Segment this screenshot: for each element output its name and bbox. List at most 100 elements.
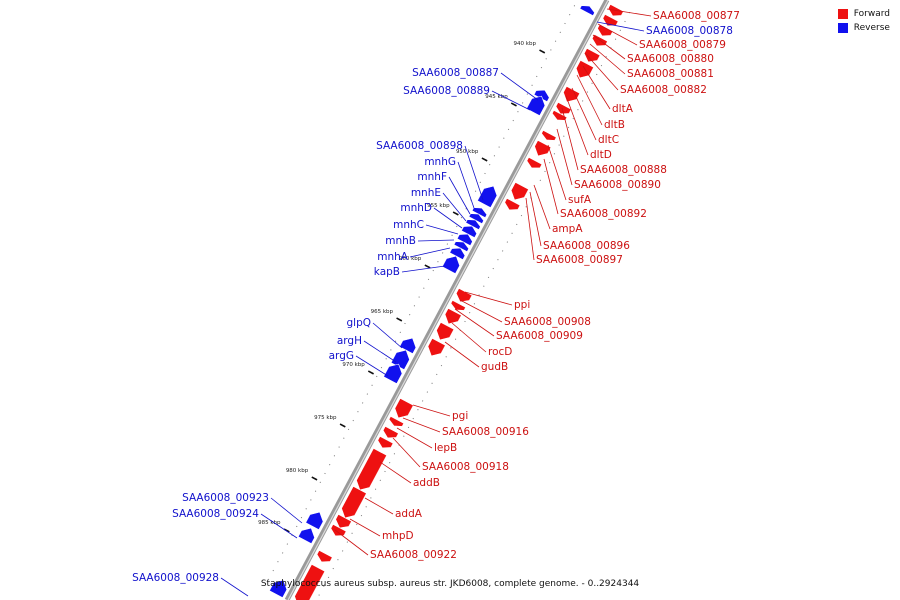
gene-label-fwd-10[interactable]: SAA6008_00890	[574, 179, 661, 191]
gene-label-fwd-2[interactable]: SAA6008_00880	[627, 53, 714, 65]
gene-label-rev-3[interactable]: SAA6008_00898	[376, 140, 463, 152]
leader-fwd-27	[349, 518, 381, 537]
leader-fwd-9	[561, 107, 579, 171]
gene-label-fwd-11[interactable]: sufA	[568, 194, 592, 206]
gene-arrow-rev-11[interactable]	[441, 255, 460, 275]
tick-mark	[424, 264, 431, 269]
gene-label-fwd-16[interactable]: ppi	[514, 299, 530, 311]
tick-label: 980 kbp	[286, 468, 309, 474]
gene-arrow-fwd-12[interactable]	[510, 181, 530, 201]
gene-arrow-fwd-10[interactable]	[534, 139, 552, 157]
gene-arrow-fwd-20[interactable]	[388, 415, 405, 427]
gene-label-rev-17[interactable]: SAA6008_00928	[132, 572, 219, 584]
gene-label-fwd-6[interactable]: dltB	[604, 119, 625, 131]
gene-shade	[465, 216, 470, 223]
gene-label-fwd-25[interactable]: addB	[413, 477, 440, 489]
gene-shade	[564, 117, 568, 121]
gene-label-fwd-20[interactable]: gudB	[481, 361, 508, 373]
gene-arrow-rev-16[interactable]	[297, 527, 315, 545]
gene-arrow-fwd-18[interactable]	[427, 337, 446, 357]
gene-label-rev-5[interactable]: mnhF	[417, 171, 447, 183]
gene-arrow-fwd-23[interactable]	[356, 447, 388, 491]
gene-label-fwd-3[interactable]: SAA6008_00881	[627, 68, 714, 80]
gene-label-fwd-15[interactable]: SAA6008_00897	[536, 254, 623, 266]
gene-label-rev-8[interactable]: mnhC	[393, 219, 424, 231]
gene-label-rev-6[interactable]: mnhE	[411, 187, 441, 199]
guide-line-1	[315, 12, 631, 600]
gene-label-rev-1[interactable]: SAA6008_00887	[412, 67, 499, 79]
tick-label: 955 kbp	[427, 203, 450, 209]
gene-label-fwd-18[interactable]: SAA6008_00909	[496, 330, 583, 342]
leader-fwd-0	[606, 8, 652, 17]
gene-label-fwd-1[interactable]: SAA6008_00879	[639, 39, 726, 51]
gene-label-fwd-23[interactable]: lepB	[434, 442, 457, 454]
gene-shade	[297, 524, 306, 537]
gene-arrow-fwd-11[interactable]	[526, 156, 543, 169]
gene-arrow-fwd-26[interactable]	[330, 523, 347, 537]
tick-mark	[539, 49, 546, 54]
gene-arrow-rev-14[interactable]	[383, 363, 403, 385]
gene-label-fwd-17[interactable]: SAA6008_00908	[504, 316, 591, 328]
gene-label-rev-14[interactable]: argG	[329, 350, 354, 362]
gene-label-fwd-8[interactable]: dltD	[590, 149, 612, 161]
gene-label-fwd-4[interactable]: SAA6008_00882	[620, 84, 707, 96]
gene-label-fwd-7[interactable]: dltC	[598, 134, 619, 146]
gene-label-rev-16[interactable]: SAA6008_00924	[172, 508, 259, 520]
gene-label-rev-13[interactable]: argH	[337, 335, 362, 347]
gene-label-rev-10[interactable]: mnhA	[377, 251, 409, 263]
gene-arrow-fwd-15[interactable]	[450, 299, 467, 311]
gene-label-fwd-19[interactable]: rocD	[488, 346, 512, 358]
gene-label-fwd-21[interactable]: pgi	[452, 410, 468, 422]
gene-arrow-fwd-14[interactable]	[455, 287, 473, 303]
gene-arrow-fwd-28[interactable]	[294, 563, 326, 600]
gene-label-fwd-28[interactable]: SAA6008_00922	[370, 549, 457, 561]
gene-label-fwd-22[interactable]: SAA6008_00916	[442, 426, 529, 438]
gene-label-fwd-12[interactable]: SAA6008_00892	[560, 208, 647, 220]
gene-label-fwd-5[interactable]: dltA	[612, 103, 634, 115]
gene-label-rev-9[interactable]: mnhB	[385, 235, 416, 247]
gene-arrow-fwd-25[interactable]	[335, 513, 352, 529]
gene-shade	[354, 493, 368, 516]
gene-label-fwd-0[interactable]: SAA6008_00877	[653, 10, 740, 22]
gene-arrow-fwd-27[interactable]	[316, 549, 333, 563]
gene-arrow-rev-17[interactable]	[268, 579, 288, 599]
gene-label-rev-4[interactable]: mnhG	[424, 156, 456, 168]
leader-rev-2	[491, 90, 531, 111]
gene-arrow-fwd-9[interactable]	[541, 129, 557, 141]
gene-label-fwd-24[interactable]: SAA6008_00918	[422, 461, 509, 473]
gene-arrow-fwd-6[interactable]	[563, 85, 581, 103]
gene-arrow-fwd-21[interactable]	[382, 425, 399, 439]
gene-arrow-fwd-19[interactable]	[394, 397, 414, 419]
gene-arrow-fwd-13[interactable]	[504, 197, 521, 211]
gene-arrow-fwd-24[interactable]	[341, 485, 367, 519]
gene-arrow-fwd-2[interactable]	[597, 23, 614, 37]
gene-arrow-rev-0[interactable]	[579, 5, 595, 17]
gene-arrow-fwd-17[interactable]	[436, 321, 455, 341]
gene-arrow-rev-3[interactable]	[476, 185, 498, 209]
gene-arrow-fwd-7[interactable]	[555, 101, 572, 115]
gene-label-fwd-26[interactable]: addA	[395, 508, 423, 520]
gene-label-rev-7[interactable]: mnhD	[400, 202, 432, 214]
gene-shade	[390, 443, 394, 448]
gene-arrow-fwd-8[interactable]	[551, 109, 568, 121]
gene-arrow-fwd-16[interactable]	[444, 307, 462, 325]
gene-label-fwd-14[interactable]: SAA6008_00896	[543, 240, 630, 252]
gene-label-fwd-13[interactable]: ampA	[552, 223, 583, 235]
gene-label-rev-0[interactable]: SAA6008_00878	[646, 25, 733, 37]
leader-fwd-8	[565, 95, 589, 156]
leader-fwd-1	[597, 23, 638, 46]
gene-label-rev-12[interactable]: glpQ	[346, 317, 371, 329]
gene-arrow-fwd-4[interactable]	[583, 47, 601, 63]
gene-label-rev-2[interactable]: SAA6008_00889	[403, 85, 490, 97]
legend-reverse-label: Reverse	[853, 23, 890, 33]
gene-shade	[579, 2, 584, 9]
gene-arrow-fwd-22[interactable]	[377, 435, 394, 449]
gene-label-fwd-9[interactable]: SAA6008_00888	[580, 164, 667, 176]
gene-arrow-rev-2[interactable]	[526, 95, 546, 117]
gene-label-rev-11[interactable]: kapB	[374, 266, 400, 278]
gene-arrow-rev-15[interactable]	[305, 511, 324, 531]
leader-fwd-4	[584, 52, 619, 91]
gene-arrow-fwd-1[interactable]	[602, 13, 619, 27]
gene-label-fwd-27[interactable]: mhpD	[382, 530, 414, 542]
gene-label-rev-15[interactable]: SAA6008_00923	[182, 492, 269, 504]
